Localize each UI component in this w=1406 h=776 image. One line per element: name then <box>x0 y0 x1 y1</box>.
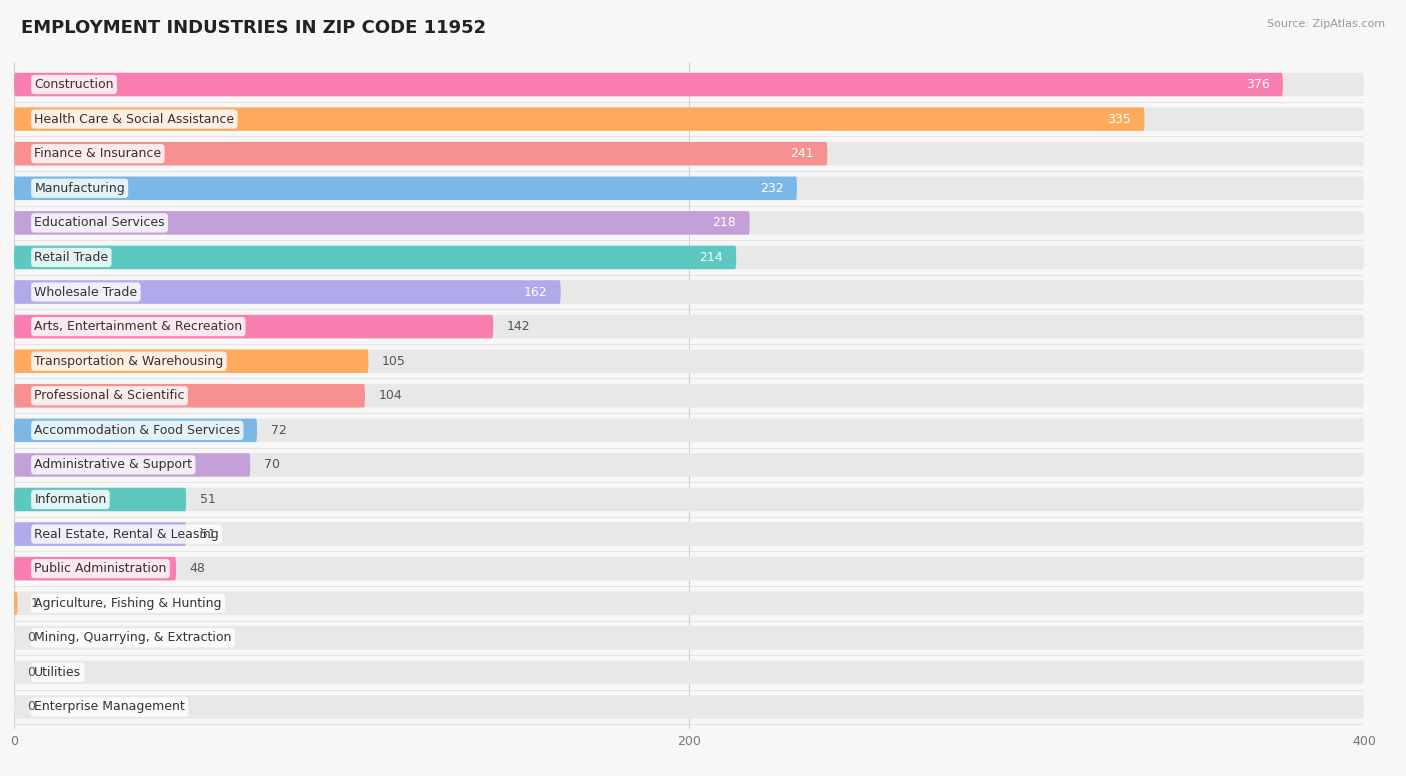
FancyBboxPatch shape <box>14 591 17 615</box>
FancyBboxPatch shape <box>14 488 186 511</box>
FancyBboxPatch shape <box>14 176 1364 200</box>
FancyBboxPatch shape <box>14 660 1364 684</box>
Text: 70: 70 <box>264 459 280 471</box>
FancyBboxPatch shape <box>14 315 494 338</box>
Text: 48: 48 <box>190 562 205 575</box>
Text: Public Administration: Public Administration <box>34 562 167 575</box>
Text: Accommodation & Food Services: Accommodation & Food Services <box>34 424 240 437</box>
Text: Educational Services: Educational Services <box>34 217 165 230</box>
FancyBboxPatch shape <box>14 384 1364 407</box>
Text: 1: 1 <box>31 597 39 610</box>
Text: Transportation & Warehousing: Transportation & Warehousing <box>34 355 224 368</box>
Text: 376: 376 <box>1246 78 1270 91</box>
FancyBboxPatch shape <box>14 591 1364 615</box>
Text: Retail Trade: Retail Trade <box>34 251 108 264</box>
Text: 0: 0 <box>28 632 35 644</box>
FancyBboxPatch shape <box>14 280 561 303</box>
FancyBboxPatch shape <box>14 695 1364 719</box>
FancyBboxPatch shape <box>14 453 250 476</box>
Text: Health Care & Social Assistance: Health Care & Social Assistance <box>34 113 235 126</box>
FancyBboxPatch shape <box>14 73 1282 96</box>
Text: 335: 335 <box>1108 113 1130 126</box>
Text: Wholesale Trade: Wholesale Trade <box>34 286 138 299</box>
FancyBboxPatch shape <box>14 107 1364 131</box>
FancyBboxPatch shape <box>14 211 749 234</box>
FancyBboxPatch shape <box>14 384 366 407</box>
Text: Professional & Scientific: Professional & Scientific <box>34 390 184 402</box>
FancyBboxPatch shape <box>14 73 1364 96</box>
FancyBboxPatch shape <box>14 522 186 546</box>
FancyBboxPatch shape <box>14 626 1364 650</box>
Text: Information: Information <box>34 493 107 506</box>
Text: Enterprise Management: Enterprise Management <box>34 701 186 713</box>
FancyBboxPatch shape <box>14 418 257 442</box>
Text: Utilities: Utilities <box>34 666 82 679</box>
Text: Construction: Construction <box>34 78 114 91</box>
FancyBboxPatch shape <box>14 349 1364 373</box>
FancyBboxPatch shape <box>14 142 827 165</box>
Text: Administrative & Support: Administrative & Support <box>34 459 193 471</box>
Text: 51: 51 <box>200 493 215 506</box>
FancyBboxPatch shape <box>14 315 1364 338</box>
Text: 218: 218 <box>713 217 737 230</box>
FancyBboxPatch shape <box>14 176 797 200</box>
FancyBboxPatch shape <box>14 246 737 269</box>
FancyBboxPatch shape <box>14 488 1364 511</box>
Text: 142: 142 <box>506 320 530 333</box>
FancyBboxPatch shape <box>14 418 1364 442</box>
Text: Real Estate, Rental & Leasing: Real Estate, Rental & Leasing <box>34 528 219 541</box>
Text: 241: 241 <box>790 147 814 160</box>
Text: 72: 72 <box>270 424 287 437</box>
Text: 105: 105 <box>382 355 406 368</box>
FancyBboxPatch shape <box>14 557 176 580</box>
FancyBboxPatch shape <box>14 107 1144 131</box>
FancyBboxPatch shape <box>14 246 1364 269</box>
Text: Manufacturing: Manufacturing <box>34 182 125 195</box>
Text: EMPLOYMENT INDUSTRIES IN ZIP CODE 11952: EMPLOYMENT INDUSTRIES IN ZIP CODE 11952 <box>21 19 486 37</box>
FancyBboxPatch shape <box>14 522 1364 546</box>
FancyBboxPatch shape <box>14 349 368 373</box>
FancyBboxPatch shape <box>14 211 1364 234</box>
Text: 0: 0 <box>28 666 35 679</box>
FancyBboxPatch shape <box>14 453 1364 476</box>
Text: Source: ZipAtlas.com: Source: ZipAtlas.com <box>1267 19 1385 29</box>
Text: 0: 0 <box>28 701 35 713</box>
Text: Mining, Quarrying, & Extraction: Mining, Quarrying, & Extraction <box>34 632 232 644</box>
Text: 162: 162 <box>523 286 547 299</box>
FancyBboxPatch shape <box>14 557 1364 580</box>
Text: Arts, Entertainment & Recreation: Arts, Entertainment & Recreation <box>34 320 242 333</box>
FancyBboxPatch shape <box>14 142 1364 165</box>
Text: 51: 51 <box>200 528 215 541</box>
Text: 214: 214 <box>699 251 723 264</box>
Text: Agriculture, Fishing & Hunting: Agriculture, Fishing & Hunting <box>34 597 222 610</box>
Text: 104: 104 <box>378 390 402 402</box>
Text: Finance & Insurance: Finance & Insurance <box>34 147 162 160</box>
Text: 232: 232 <box>759 182 783 195</box>
FancyBboxPatch shape <box>14 280 1364 303</box>
